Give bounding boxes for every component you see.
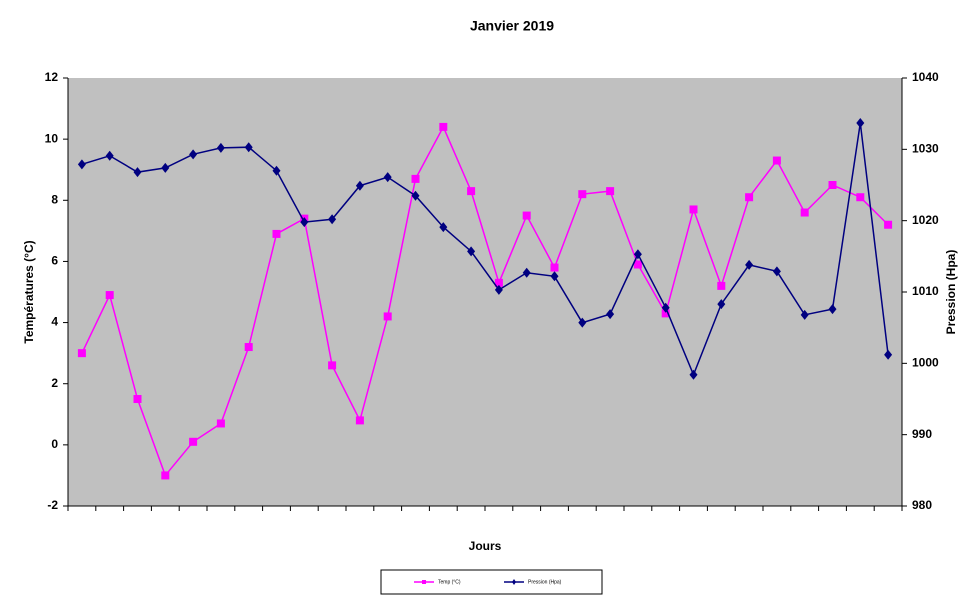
chart-title: Janvier 2019 — [470, 18, 554, 34]
y2-tick-label: 1010 — [912, 284, 939, 298]
y-tick-label: 4 — [51, 315, 58, 329]
point — [105, 150, 114, 161]
legend-label: Pression (Hpa) — [528, 579, 562, 585]
point — [161, 471, 170, 480]
point — [856, 193, 865, 202]
y-tick-label: 0 — [51, 437, 58, 451]
point — [661, 309, 670, 318]
point — [189, 149, 198, 160]
point — [800, 309, 809, 320]
point — [272, 165, 281, 176]
y2-tick-label: 980 — [912, 498, 932, 512]
point — [689, 369, 698, 380]
point — [633, 249, 642, 260]
point — [689, 205, 698, 214]
legend-label: Temp (°C) — [438, 579, 461, 585]
point — [272, 229, 281, 238]
series-line — [81, 125, 889, 477]
point — [884, 220, 893, 229]
y2-tick-label: 1030 — [912, 142, 939, 156]
point — [133, 167, 142, 178]
point — [133, 395, 142, 403]
y2-tick-label: 990 — [912, 427, 932, 441]
point — [494, 284, 503, 295]
y-tick-label: -2 — [47, 498, 58, 512]
point — [105, 291, 114, 300]
point — [745, 193, 754, 202]
point — [550, 271, 559, 282]
point — [328, 214, 337, 225]
point — [772, 266, 781, 277]
point — [522, 211, 531, 220]
point — [300, 217, 309, 228]
point — [606, 187, 615, 196]
point — [383, 312, 392, 321]
point — [856, 117, 865, 128]
y2-tick-label: 1020 — [912, 213, 939, 227]
point — [77, 349, 86, 358]
point — [439, 222, 448, 233]
y-tick-label: 10 — [45, 131, 59, 145]
y-tick-label: 12 — [45, 70, 59, 84]
point — [439, 122, 448, 131]
point — [244, 343, 253, 352]
point — [828, 304, 837, 315]
series-line — [81, 122, 889, 377]
point — [355, 416, 364, 425]
point — [383, 172, 392, 183]
y-tick-label: 6 — [51, 254, 58, 268]
point — [77, 159, 86, 170]
point — [411, 174, 420, 183]
x-axis-label: Jours — [469, 539, 502, 553]
point — [467, 246, 476, 257]
point — [633, 260, 642, 269]
point — [216, 142, 225, 153]
legend-marker — [512, 579, 516, 585]
point — [189, 437, 198, 446]
y-tick-label: 8 — [51, 192, 58, 206]
point — [884, 349, 893, 360]
y-tick-label: 2 — [51, 376, 58, 390]
point — [161, 162, 170, 173]
point — [411, 190, 420, 201]
point — [578, 317, 587, 328]
y2-tick-label: 1040 — [912, 70, 939, 84]
point — [355, 180, 364, 191]
point — [606, 309, 615, 320]
point — [578, 190, 587, 199]
point — [494, 278, 503, 287]
point — [522, 267, 531, 278]
y-axis-label: Températures (°C) — [22, 240, 36, 343]
point — [328, 361, 337, 370]
point — [717, 281, 726, 290]
point — [467, 187, 476, 196]
plot-area — [68, 78, 902, 506]
point — [717, 299, 726, 310]
y2-tick-label: 1000 — [912, 356, 939, 370]
point — [550, 263, 559, 272]
point — [828, 181, 837, 189]
point — [216, 419, 225, 428]
legend-marker — [422, 580, 426, 584]
point — [745, 259, 754, 270]
y2-axis-label: Pression (Hpa) — [944, 250, 958, 335]
point — [661, 302, 670, 313]
point — [800, 208, 809, 217]
point — [244, 142, 253, 153]
point — [772, 156, 781, 165]
